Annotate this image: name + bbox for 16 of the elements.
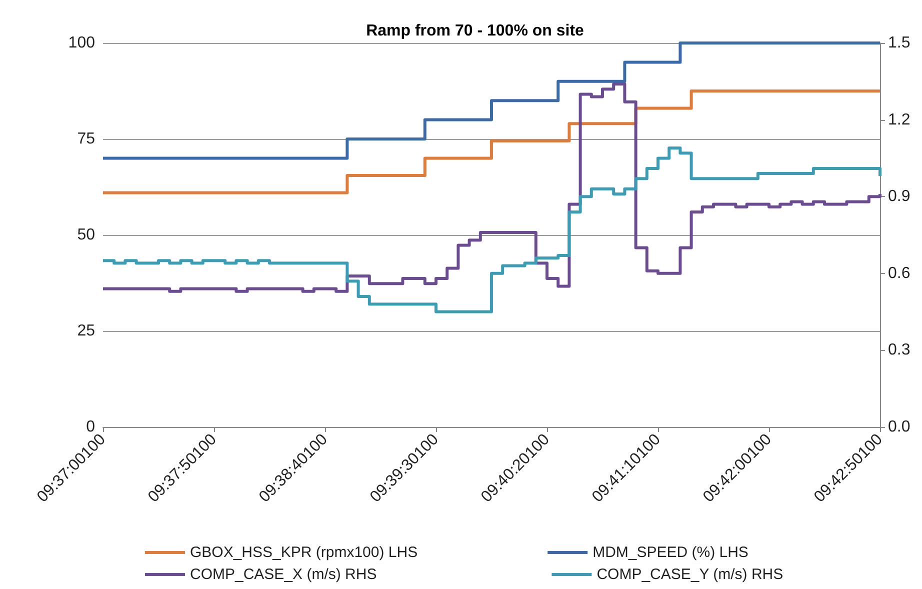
y2-tick-label: 1.5 bbox=[888, 34, 910, 52]
y-tick-label: 50 bbox=[77, 226, 96, 244]
y-tick-label: 100 bbox=[68, 34, 96, 52]
y2-tick-label: 1.2 bbox=[888, 111, 910, 128]
y-tick-label: 25 bbox=[77, 322, 96, 340]
y2-tick-label: 0.3 bbox=[888, 342, 910, 359]
legend-label: GBOX_HSS_KPR (rpmx100) LHS bbox=[190, 544, 418, 561]
legend-label: MDM_SPEED (%) LHS bbox=[592, 544, 748, 561]
y2-tick-label: 0.9 bbox=[888, 188, 910, 206]
y2-tick-label: 0.6 bbox=[888, 264, 910, 282]
legend-label: COMP_CASE_Y (m/s) RHS bbox=[596, 566, 784, 583]
y2-tick-label: 0.0 bbox=[888, 418, 910, 436]
legend-label: COMP_CASE_X (m/s) RHS bbox=[190, 566, 377, 583]
y-tick-label: 0 bbox=[86, 418, 96, 436]
y-tick-label: 75 bbox=[77, 130, 96, 148]
chart-title: Ramp from 70 - 100% on site bbox=[366, 22, 584, 40]
